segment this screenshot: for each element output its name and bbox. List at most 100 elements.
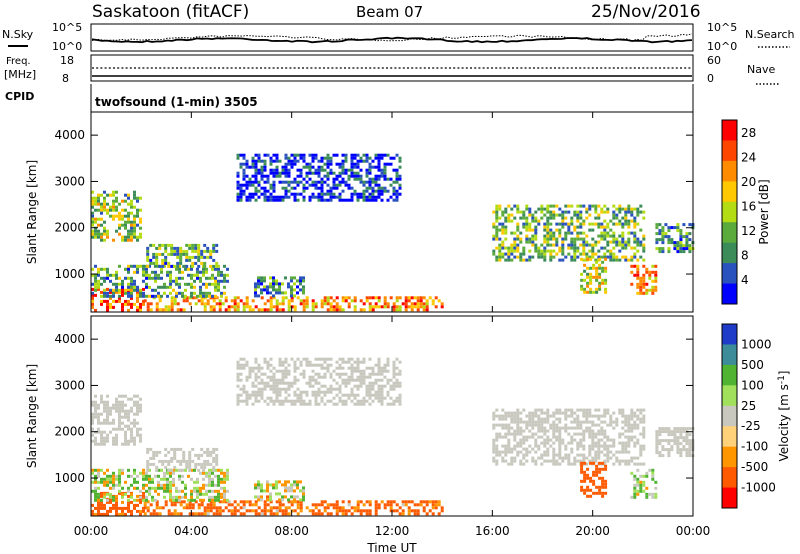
heatmap-cell [326,198,330,202]
heatmap-cell [519,258,523,262]
heatmap-cell [236,305,240,309]
heatmap-cell [332,171,336,175]
heatmap-cell [266,396,270,400]
heatmap-cell [604,464,608,468]
heatmap-cell [655,439,659,443]
heatmap-cell [127,409,130,413]
heatmap-cell [531,414,535,418]
heatmap-cell [636,249,640,253]
heatmap-cell [133,196,136,200]
heatmap-cell [371,308,375,312]
heatmap-cell [661,439,665,443]
heatmap-cell [154,273,157,277]
heatmap-cell [185,255,189,259]
heatmap-cell [543,246,547,250]
velocity-colorbar-label: Velocity [m s-1] [777,371,791,462]
heatmap-cell [266,503,270,507]
heatmap-cell [395,171,399,175]
heatmap-cell [615,216,619,220]
heatmap-cell [492,438,496,442]
heatmap-cell [118,282,121,286]
heatmap-cell [269,299,273,303]
heatmap-cell [588,429,592,433]
heatmap-cell [368,387,372,391]
heatmap-cell [580,479,584,483]
heatmap-cell [546,459,550,463]
heatmap-cell [380,171,384,175]
heatmap-cell [609,444,613,448]
heatmap-cell [440,509,444,513]
heatmap-cell [139,409,142,413]
heatmap-cell [501,213,505,217]
heatmap-cell [149,258,153,262]
heatmap-cell [341,198,345,202]
heatmap-cell [679,442,683,446]
heatmap-cell [323,296,327,300]
heatmap-cell [133,229,136,233]
heatmap-cell [326,512,330,516]
heatmap-cell [598,491,602,495]
heatmap-cell [636,492,640,496]
heatmap-cell [543,255,547,259]
heatmap-cell [609,255,613,259]
heatmap-cell [630,435,634,439]
heatmap-cell [275,198,279,202]
heatmap-cell [504,258,508,262]
heatmap-cell [392,366,396,370]
heatmap-cell [670,241,674,245]
heatmap-cell [670,445,674,449]
heatmap-cell [676,247,680,251]
heatmap-cell [124,238,127,242]
heatmap-cell [558,258,562,262]
heatmap-cell [603,228,607,232]
heatmap-cell [233,305,237,309]
heatmap-cell [181,474,184,478]
heatmap-cell [592,479,596,483]
heatmap-cell [314,399,318,403]
heatmap-cell [323,299,327,303]
heatmap-cell [495,453,499,457]
heatmap-cell [561,240,565,244]
heatmap-cell [109,412,112,416]
heatmap-cell [350,156,354,160]
heatmap-cell [217,492,220,496]
heatmap-cell [534,243,538,247]
heatmap-cell [688,451,692,455]
heatmap-cell [561,252,565,256]
heatmap-cell [543,234,547,238]
heatmap-cell [676,241,680,245]
heatmap-cell [570,420,574,424]
heatmap-cell [133,468,136,472]
heatmap-cell [218,299,222,303]
heatmap-cell [531,255,535,259]
heatmap-cell [287,489,290,493]
heatmap-cell [130,305,133,309]
heatmap-cell [594,243,598,247]
heatmap-cell [257,294,260,298]
heatmap-cell [188,503,192,507]
heatmap-cell [368,357,372,361]
heatmap-cell [281,198,285,202]
heatmap-cell [586,257,590,261]
heatmap-cell [329,305,333,309]
power-cells [91,153,695,312]
heatmap-cell [583,278,587,282]
heatmap-cell [618,204,622,208]
heatmap-cell [353,192,357,196]
heatmap-cell [679,427,683,431]
heatmap-cell [290,381,294,385]
heatmap-cell [633,219,637,223]
heatmap-cell [492,417,496,421]
heatmap-cell [492,210,496,214]
heatmap-cell [317,375,321,379]
heatmap-cell [347,357,351,361]
heatmap-cell [612,420,616,424]
heatmap-cell [121,282,124,286]
heatmap-cell [549,255,553,259]
heatmap-cell [627,429,631,433]
heatmap-cell [311,299,315,303]
heatmap-cell [149,462,153,466]
heatmap-cell [597,255,601,259]
heatmap-cell [389,402,393,406]
heatmap-cell [317,198,321,202]
